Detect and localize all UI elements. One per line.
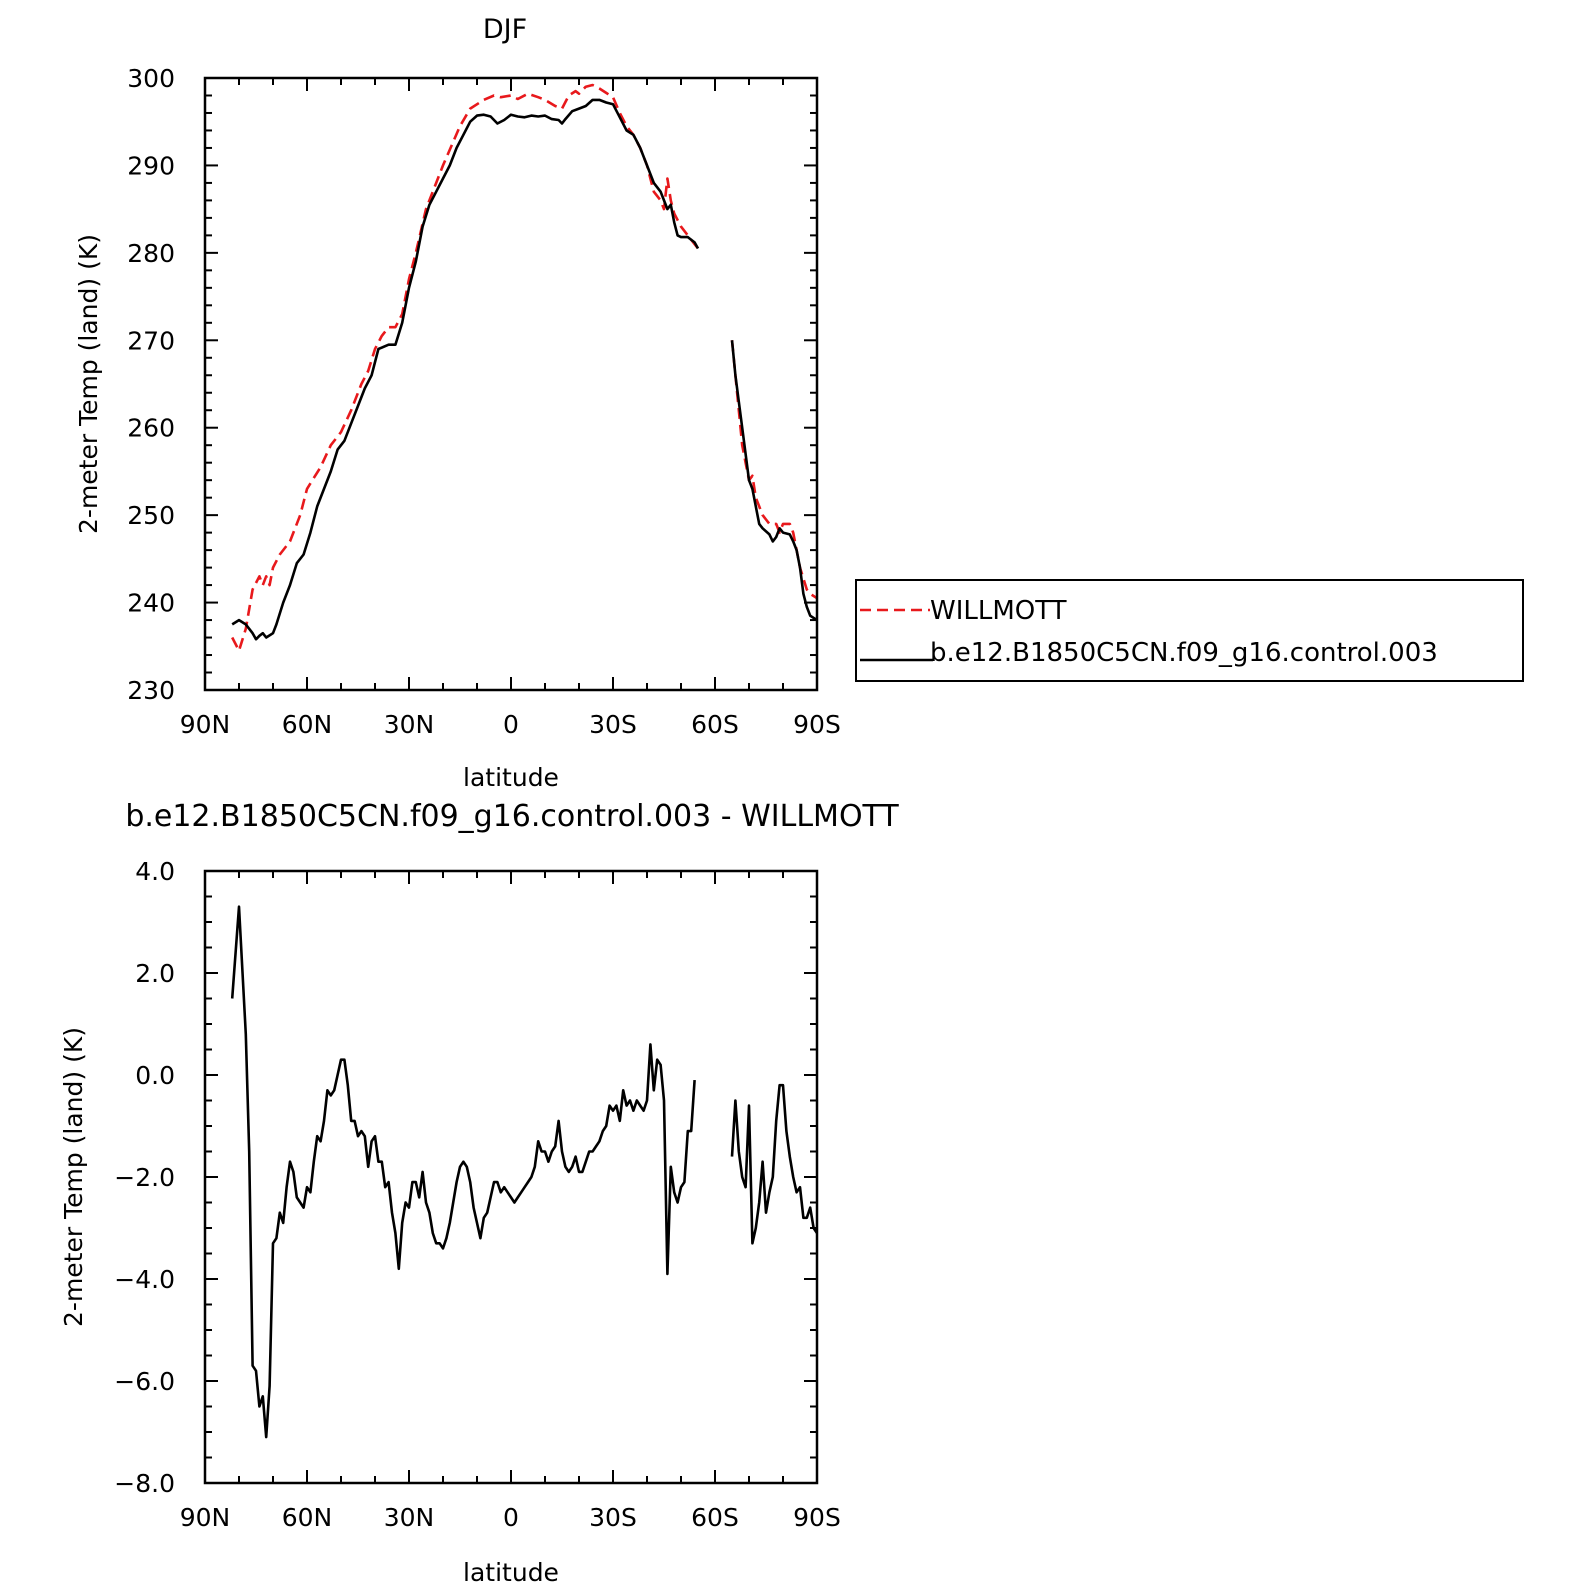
- top-x-tick-labels: 90N 60N 30N 0 30S 60S 90S: [180, 710, 841, 739]
- top-chart: DJF 90N 60N 30N 0 30S 60S 90S 2302402502602702…: [74, 14, 1524, 792]
- bottom-x-tick-label: 30S: [589, 1503, 637, 1532]
- bottom-y-tick-labels: 4.0 2.0 0.0 −2.0 −4.0 −6.0 −8.0: [114, 857, 175, 1498]
- top-x-tick-label: 0: [503, 710, 519, 739]
- bottom-series-group: [230, 905, 819, 1439]
- bottom-x-tick-label: 0: [503, 1503, 519, 1532]
- legend: WILLMOTT b.e12.B1850C5CN.f09_g16.control…: [855, 579, 1524, 682]
- legend-label-willmott: WILLMOTT: [930, 596, 1067, 626]
- top-chart-title: DJF: [483, 14, 527, 45]
- top-x-axis-label: latitude: [463, 763, 559, 792]
- bottom-x-tick-label: 90S: [793, 1503, 841, 1532]
- bottom-plot-frame: [203, 869, 819, 1485]
- bottom-x-axis-label: latitude: [463, 1558, 559, 1587]
- bottom-x-tick-label: 60S: [691, 1503, 739, 1532]
- bottom-y-tick-label: 0.0: [135, 1061, 175, 1090]
- top-axis-ticks: [204, 77, 818, 691]
- top-series-group: [231, 83, 818, 652]
- bottom-y-tick-label: 4.0: [135, 857, 175, 886]
- bottom-x-tick-label: 30N: [384, 1503, 435, 1532]
- top-y-tick-label: 260: [127, 414, 175, 443]
- top-x-tick-label: 90N: [180, 710, 231, 739]
- top-x-tick-label: 30N: [384, 710, 435, 739]
- bottom-series-line-0: [230, 905, 696, 1439]
- top-series-line-1: [730, 340, 818, 622]
- top-series-line-1: [231, 98, 700, 641]
- bottom-x-tick-label: 60N: [282, 1503, 333, 1532]
- bottom-x-tick-labels: 90N 60N 30N 0 30S 60S 90S: [180, 1503, 841, 1532]
- top-y-tick-label: 300: [127, 64, 175, 93]
- top-y-axis-label: 2-meter Temp (land) (K): [74, 234, 103, 534]
- top-plot-frame: [203, 76, 819, 692]
- top-series-line-0: [231, 83, 700, 652]
- top-y-tick-label: 240: [127, 589, 175, 618]
- bottom-y-tick-label: 2.0: [135, 959, 175, 988]
- bottom-chart: b.e12.B1850C5CN.f09_g16.control.003 - WI…: [59, 799, 899, 1587]
- bottom-x-tick-label: 90N: [180, 1503, 231, 1532]
- top-y-tick-label: 280: [127, 239, 175, 268]
- top-y-tick-label: 290: [127, 151, 175, 180]
- bottom-y-axis-label: 2-meter Temp (land) (K): [59, 1027, 88, 1327]
- top-y-tick-labels: 230 240 250 260 270 280 290 300: [127, 64, 175, 705]
- bottom-axis-ticks: [204, 870, 818, 1484]
- legend-box: [855, 579, 1524, 682]
- top-series-line-0: [730, 340, 818, 600]
- top-y-tick-label: 250: [127, 501, 175, 530]
- top-x-tick-label: 30S: [589, 710, 637, 739]
- bottom-y-tick-label: −4.0: [114, 1265, 175, 1294]
- bottom-series-line-0: [730, 1083, 819, 1245]
- top-y-tick-label: 270: [127, 326, 175, 355]
- top-x-tick-label: 60S: [691, 710, 739, 739]
- bottom-y-tick-label: −6.0: [114, 1367, 175, 1396]
- bottom-chart-title: b.e12.B1850C5CN.f09_g16.control.003 - WI…: [125, 799, 899, 834]
- top-x-tick-label: 60N: [282, 710, 333, 739]
- bottom-y-tick-label: −8.0: [114, 1469, 175, 1498]
- top-x-tick-label: 90S: [793, 710, 841, 739]
- bottom-y-tick-label: −2.0: [114, 1163, 175, 1192]
- legend-label-control: b.e12.B1850C5CN.f09_g16.control.003: [930, 638, 1438, 668]
- top-y-tick-label: 230: [127, 676, 175, 705]
